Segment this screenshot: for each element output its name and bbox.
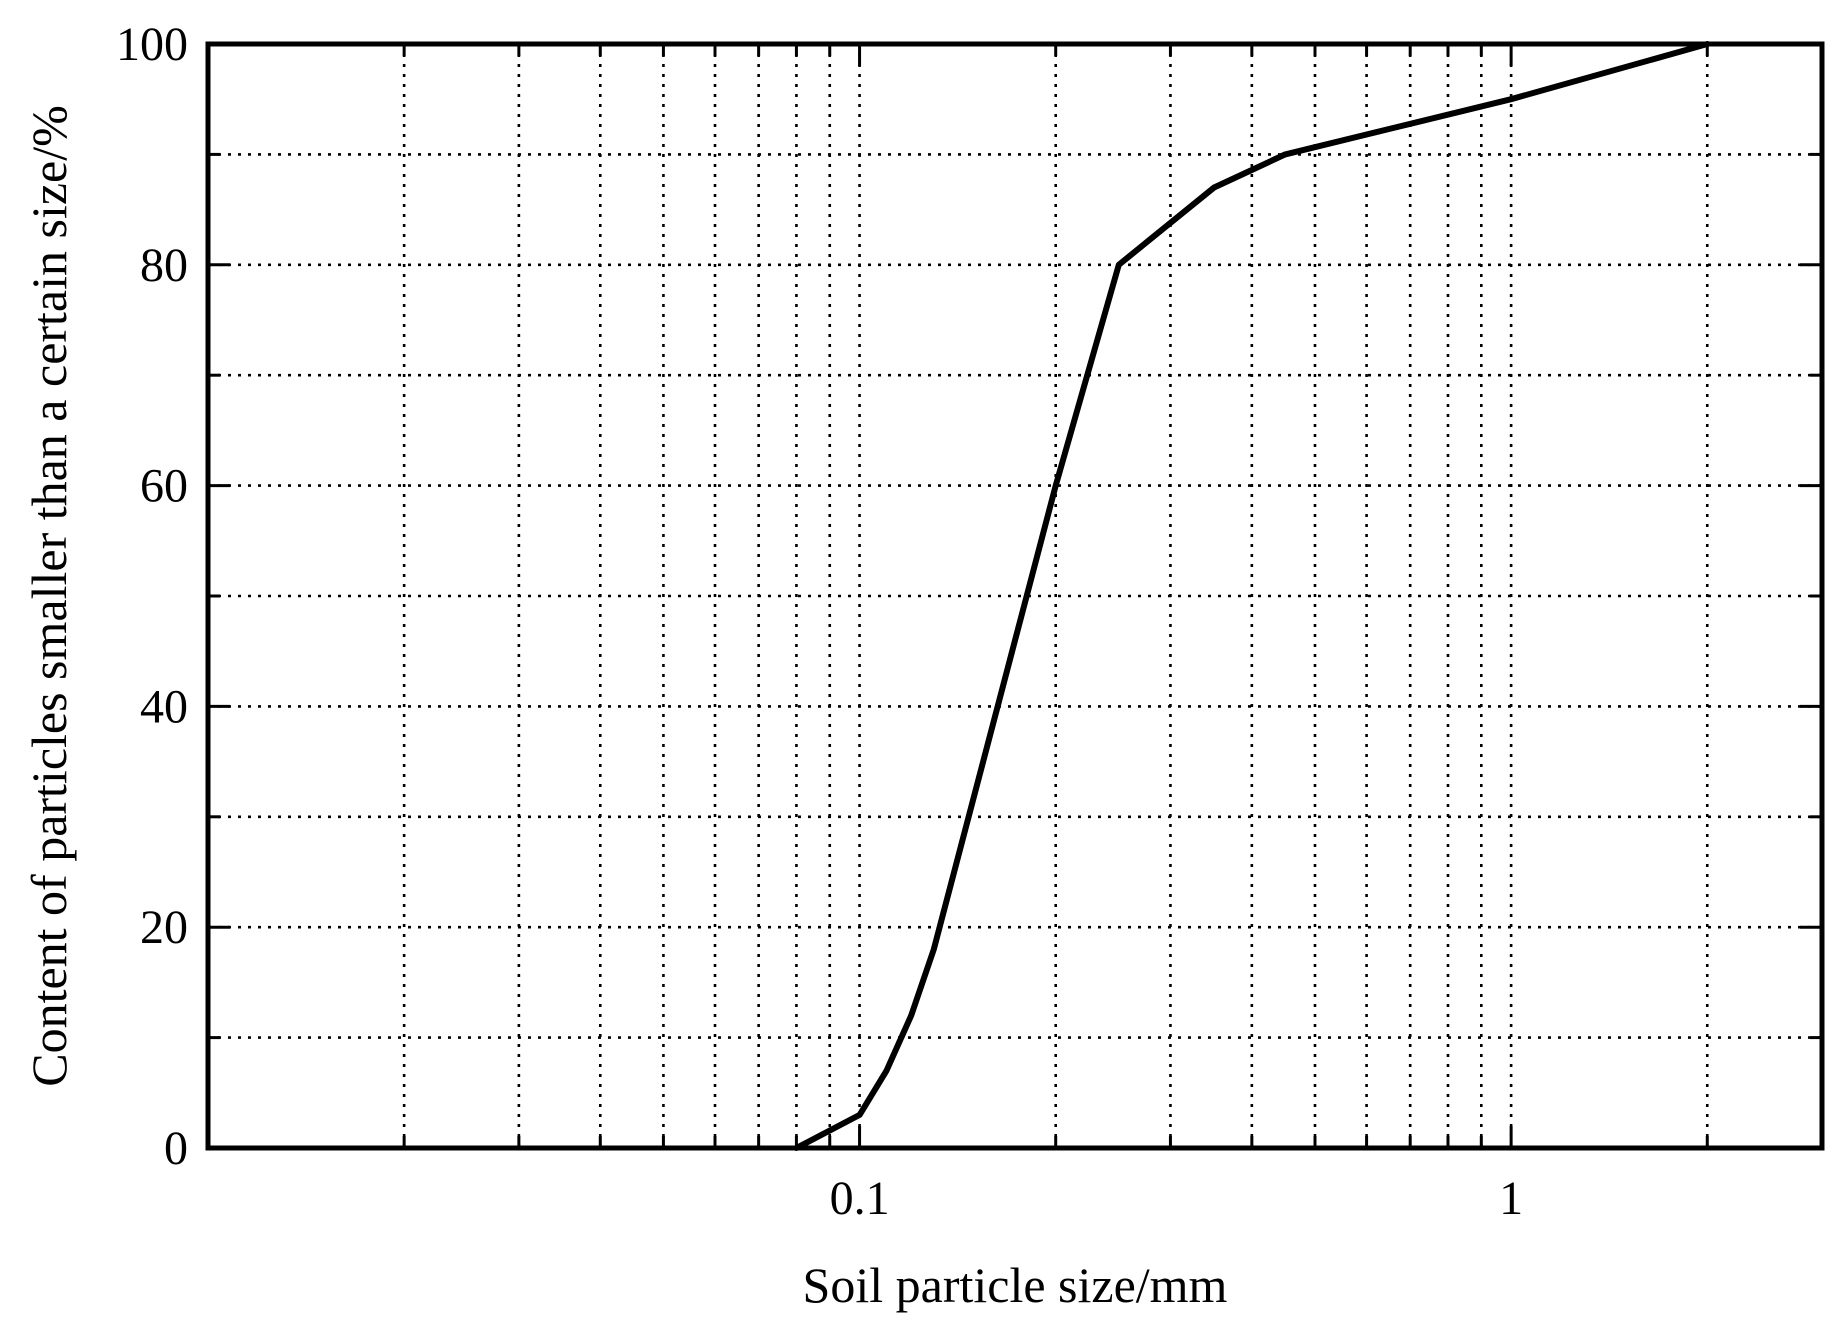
x-tick-label: 1 [1499,1172,1523,1225]
y-axis-title: Content of particles smaller than a cert… [21,105,77,1087]
tick-label-layer: 0.1 1 0 20 40 60 80 100 [116,18,1523,1225]
x-axis-title: Soil particle size/mm [803,1257,1228,1313]
y-tick-label: 0 [164,1122,188,1175]
y-tick-label: 100 [116,18,188,71]
y-tick-label: 80 [140,239,188,292]
y-tick-label: 40 [140,680,188,733]
y-tick-label: 60 [140,460,188,513]
series-line [793,41,1711,1151]
tick-layer [208,44,1822,1148]
x-tick-label: 0.1 [830,1172,890,1225]
y-tick-label: 20 [140,901,188,954]
grid-layer [208,44,1822,1148]
